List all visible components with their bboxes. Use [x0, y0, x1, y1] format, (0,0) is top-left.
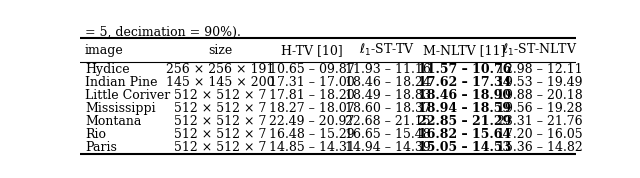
- Text: 19.53 – 19.49: 19.53 – 19.49: [497, 76, 583, 89]
- Text: 14.94 – 14.39: 14.94 – 14.39: [345, 141, 430, 154]
- Text: 145 × 145 × 200: 145 × 145 × 200: [166, 76, 275, 89]
- Text: 11.57 – 10.76: 11.57 – 10.76: [418, 62, 511, 75]
- Text: 512 × 512 × 7: 512 × 512 × 7: [174, 141, 266, 154]
- Text: 17.62 – 17.34: 17.62 – 17.34: [418, 76, 511, 89]
- Text: 19.56 – 19.28: 19.56 – 19.28: [497, 102, 583, 115]
- Text: 512 × 512 × 7: 512 × 512 × 7: [174, 102, 266, 115]
- Text: $\ell_1$-ST-NLTV: $\ell_1$-ST-NLTV: [502, 42, 578, 58]
- Text: 22.49 – 20.97: 22.49 – 20.97: [269, 115, 355, 128]
- Text: = 5, decimation = 90%).: = 5, decimation = 90%).: [85, 25, 241, 38]
- Text: Rio: Rio: [85, 128, 106, 141]
- Text: 16.65 – 15.48: 16.65 – 15.48: [345, 128, 430, 141]
- Text: 18.27 – 18.07: 18.27 – 18.07: [269, 102, 355, 115]
- Text: size: size: [208, 44, 232, 57]
- Text: 18.49 – 18.83: 18.49 – 18.83: [344, 89, 431, 102]
- Text: 19.88 – 20.18: 19.88 – 20.18: [497, 89, 583, 102]
- Text: Indian Pine: Indian Pine: [85, 76, 157, 89]
- Text: 512 × 512 × 7: 512 × 512 × 7: [174, 89, 266, 102]
- Text: 18.94 – 18.59: 18.94 – 18.59: [418, 102, 511, 115]
- Text: 10.65 – 09.87: 10.65 – 09.87: [269, 62, 355, 75]
- Text: image: image: [85, 44, 124, 57]
- Text: 17.31 – 17.00: 17.31 – 17.00: [269, 76, 355, 89]
- Text: 16.82 – 15.64: 16.82 – 15.64: [418, 128, 511, 141]
- Text: Paris: Paris: [85, 141, 117, 154]
- Text: H-TV [10]: H-TV [10]: [281, 44, 343, 57]
- Text: Montana: Montana: [85, 115, 141, 128]
- Text: 14.85 – 14.31: 14.85 – 14.31: [269, 141, 355, 154]
- Text: 12.98 – 12.11: 12.98 – 12.11: [497, 62, 583, 75]
- Text: 512 × 512 × 7: 512 × 512 × 7: [174, 128, 266, 141]
- Text: 17.20 – 16.05: 17.20 – 16.05: [497, 128, 583, 141]
- Text: 18.46 – 18.90: 18.46 – 18.90: [418, 89, 511, 102]
- Text: 18.60 – 18.37: 18.60 – 18.37: [344, 102, 431, 115]
- Text: 15.05 – 14.53: 15.05 – 14.53: [418, 141, 511, 154]
- Text: 512 × 512 × 7: 512 × 512 × 7: [174, 115, 266, 128]
- Text: 17.81 – 18.20: 17.81 – 18.20: [269, 89, 355, 102]
- Text: 16.48 – 15.29: 16.48 – 15.29: [269, 128, 355, 141]
- Text: $\ell_1$-ST-TV: $\ell_1$-ST-TV: [360, 42, 415, 58]
- Text: 23.31 – 21.76: 23.31 – 21.76: [497, 115, 583, 128]
- Text: 22.85 – 21.29: 22.85 – 21.29: [418, 115, 511, 128]
- Text: 18.46 – 18.24: 18.46 – 18.24: [344, 76, 431, 89]
- Text: Mississippi: Mississippi: [85, 102, 156, 115]
- Text: 256 × 256 × 191: 256 × 256 × 191: [166, 62, 275, 75]
- Text: 22.68 – 21.15: 22.68 – 21.15: [345, 115, 430, 128]
- Text: M-NLTV [11]: M-NLTV [11]: [423, 44, 506, 57]
- Text: Hydice: Hydice: [85, 62, 129, 75]
- Text: 15.36 – 14.82: 15.36 – 14.82: [497, 141, 583, 154]
- Text: 11.93 – 11.16: 11.93 – 11.16: [344, 62, 431, 75]
- Text: Little Coriver: Little Coriver: [85, 89, 170, 102]
